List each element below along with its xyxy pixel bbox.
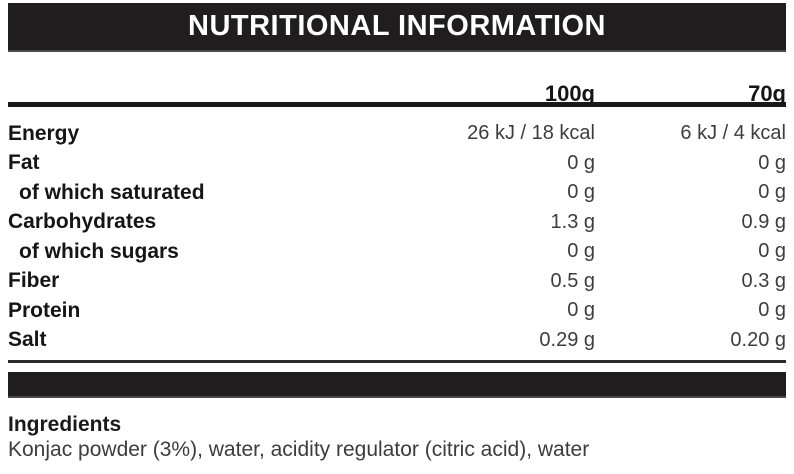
bottom-rule	[8, 360, 786, 363]
value-per-100g: 0 g	[567, 240, 595, 263]
table-row-fat: Fat 0 g 0 g	[8, 149, 786, 179]
value-per-70g: 0 g	[758, 299, 786, 322]
value-per-70g: 0 g	[758, 181, 786, 204]
value-per-70g: 0.3 g	[741, 269, 786, 292]
ingredients-text: Konjac powder (3%), water, acidity regul…	[8, 438, 590, 461]
ingredients-heading: Ingredients	[8, 413, 122, 436]
separator-bar	[8, 372, 786, 398]
table-row-saturated: of which saturated 0 g 0 g	[8, 178, 786, 208]
value-per-100g: 1.3 g	[550, 210, 595, 233]
column-header-70g: 70g	[748, 81, 786, 106]
table-body: Energy 26 kJ / 18 kcal 6 kJ / 4 kcal Fat…	[8, 107, 786, 355]
value-per-70g: 0 g	[758, 240, 786, 263]
value-per-70g: 0.9 g	[741, 210, 786, 233]
nutrient-label: Protein	[8, 298, 81, 322]
column-header-100g: 100g	[544, 81, 595, 106]
ingredients-section: Ingredients Konjac powder (3%), water, a…	[8, 414, 786, 462]
value-per-70g: 0.20 g	[730, 328, 786, 351]
nutrient-label: Fiber	[8, 269, 60, 293]
nutrient-label: of which sugars	[19, 239, 179, 263]
nutrient-label: Energy	[8, 121, 80, 145]
nutrient-label: Carbohydrates	[8, 210, 157, 234]
value-per-100g: 0.5 g	[550, 269, 595, 292]
value-per-100g: 26 kJ / 18 kcal	[467, 122, 595, 145]
value-per-70g: 6 kJ / 4 kcal	[680, 122, 786, 145]
value-per-100g: 0 g	[567, 151, 595, 174]
value-per-100g: 0.29 g	[539, 328, 595, 351]
value-per-100g: 0 g	[567, 181, 595, 204]
nutrition-title: NUTRITIONAL INFORMATION	[188, 10, 606, 42]
column-header-row: 100g 70g	[8, 81, 786, 107]
table-row-carbohydrates: Carbohydrates 1.3 g 0.9 g	[8, 208, 786, 238]
value-per-100g: 0 g	[567, 299, 595, 322]
table-row-sugars: of which sugars 0 g 0 g	[8, 237, 786, 267]
table-row-protein: Protein 0 g 0 g	[8, 296, 786, 326]
table-row-fiber: Fiber 0.5 g 0.3 g	[8, 267, 786, 297]
table-row-energy: Energy 26 kJ / 18 kcal 6 kJ / 4 kcal	[8, 119, 786, 149]
value-per-70g: 0 g	[758, 151, 786, 174]
nutrient-label: of which saturated	[19, 180, 205, 204]
nutrient-label: Salt	[8, 328, 47, 352]
nutrition-table: 100g 70g Energy 26 kJ / 18 kcal 6 kJ / 4…	[8, 81, 786, 355]
table-row-salt: Salt 0.29 g 0.20 g	[8, 326, 786, 356]
title-bar: NUTRITIONAL INFORMATION	[8, 3, 786, 52]
nutrient-label: Fat	[8, 151, 40, 175]
